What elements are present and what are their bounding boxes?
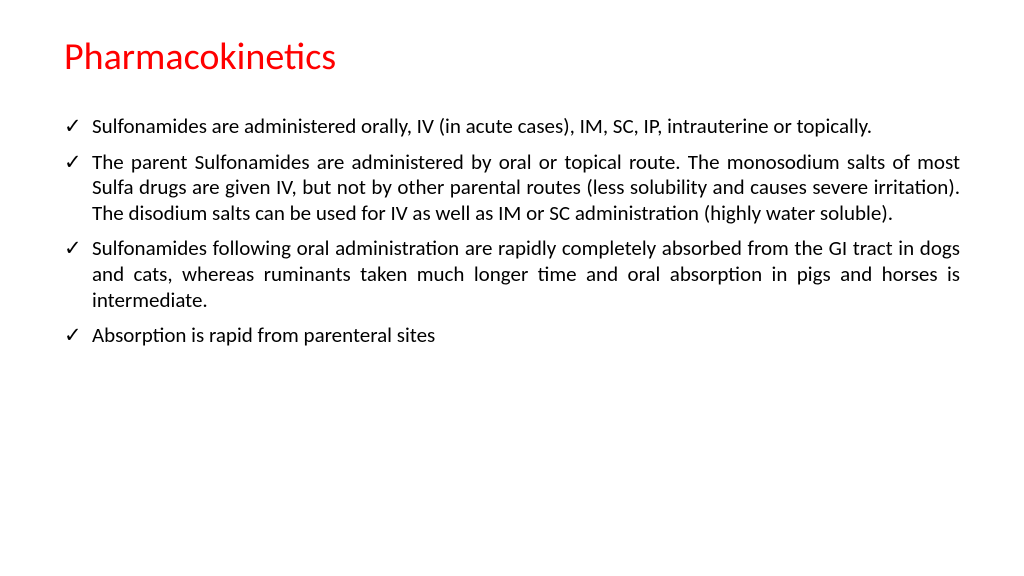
bullet-text: Sulfonamides are administered orally, IV…: [92, 113, 872, 139]
checkmark-icon: ✓: [64, 150, 82, 176]
checkmark-icon: ✓: [64, 323, 82, 349]
bullet-item: ✓ Sulfonamides are administered orally, I…: [64, 114, 960, 140]
slide-title: Pharmacokinetics: [64, 34, 960, 80]
bullet-text: Absorption is rapid from parenteral site…: [92, 322, 435, 348]
bullet-item: ✓ Sulfonamides following oral administrat…: [64, 236, 960, 313]
slide: Pharmacokinetics ✓ Sulfonamides are admin…: [0, 0, 1024, 576]
checkmark-icon: ✓: [64, 114, 82, 140]
bullet-item: ✓ Absorption is rapid from parenteral sit…: [64, 323, 960, 349]
bullet-text: The parent Sulfonamides are administered…: [92, 149, 960, 226]
bullet-list: ✓ Sulfonamides are administered orally, I…: [64, 114, 960, 349]
bullet-item: ✓ The parent Sulfonamides are administere…: [64, 150, 960, 227]
checkmark-icon: ✓: [64, 236, 82, 262]
bullet-text: Sulfonamides following oral administrati…: [92, 235, 960, 312]
